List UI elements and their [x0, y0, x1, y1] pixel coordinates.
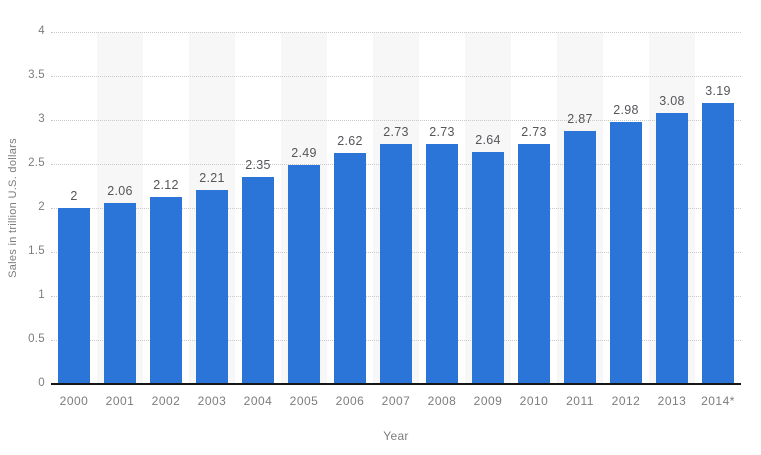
y-tick-label: 0.5 — [28, 333, 45, 345]
bar-value-label: 2.21 — [199, 170, 225, 185]
bar-value-label: 3.08 — [659, 93, 685, 108]
y-tick-label: 3.5 — [28, 69, 45, 81]
y-tick-label: 2 — [38, 201, 45, 213]
bar-value-label: 2.64 — [475, 132, 501, 147]
bar[interactable] — [380, 143, 412, 384]
y-tick-label: 4 — [38, 25, 45, 37]
x-tick-label: 2014* — [701, 394, 735, 408]
bar[interactable] — [104, 202, 136, 384]
bar[interactable] — [288, 164, 320, 384]
bar[interactable] — [656, 112, 688, 384]
y-tick-label: 0 — [38, 377, 45, 389]
y-tick-label: 1 — [38, 289, 45, 301]
bar-value-label: 2.73 — [429, 124, 455, 139]
bar[interactable] — [518, 143, 550, 384]
y-tick-label: 2.5 — [28, 157, 45, 169]
x-tick-label: 2010 — [519, 394, 549, 408]
bar-value-label: 2.98 — [613, 102, 639, 117]
bar[interactable] — [242, 177, 274, 384]
bar[interactable] — [196, 189, 228, 384]
x-tick-label: 2008 — [427, 394, 457, 408]
bar-value-label: 2.73 — [521, 124, 547, 139]
bar[interactable] — [610, 121, 642, 384]
bar-value-label: 2.62 — [337, 134, 363, 149]
x-tick-label: 2000 — [59, 394, 89, 408]
x-axis-line — [51, 383, 741, 385]
x-tick-label: 2002 — [151, 394, 181, 408]
bar[interactable] — [426, 143, 458, 384]
bar-value-label: 2.06 — [107, 183, 133, 198]
bar-value-label: 3.19 — [705, 84, 731, 99]
x-tick-label: 2007 — [381, 394, 411, 408]
x-tick-label: 2003 — [197, 394, 227, 408]
x-tick-label: 2009 — [473, 394, 503, 408]
x-tick-label: 2004 — [243, 394, 273, 408]
bar-value-label: 2.73 — [383, 124, 409, 139]
x-tick-label: 2013 — [657, 394, 687, 408]
x-tick-label: 2012 — [611, 394, 641, 408]
bar[interactable] — [472, 151, 504, 384]
x-tick-label: 2005 — [289, 394, 319, 408]
bar[interactable] — [564, 131, 596, 384]
bar-value-label: 2.49 — [291, 145, 317, 160]
bar-value-label: 2.12 — [153, 178, 179, 193]
bar[interactable] — [150, 197, 182, 384]
plot-area: 2 2.06 2.12 2.21 2.35 2.49 2.62 2.73 2.73 2.64 2.7… — [51, 32, 741, 384]
y-tick-label: 1.5 — [28, 245, 45, 257]
gridline — [51, 120, 741, 121]
gridline — [51, 32, 741, 33]
bar-value-label: 2 — [70, 189, 78, 203]
x-tick-label: 2006 — [335, 394, 365, 408]
x-tick-label: 2001 — [105, 394, 135, 408]
bar[interactable] — [334, 153, 366, 384]
bar[interactable] — [58, 208, 90, 384]
x-tick-label: 2011 — [566, 394, 594, 408]
bar-value-label: 2.87 — [567, 112, 593, 127]
bar-value-label: 2.35 — [245, 158, 271, 173]
bar[interactable] — [702, 103, 734, 384]
y-tick-label: 3 — [38, 113, 45, 125]
x-axis-title: Year — [383, 429, 409, 443]
gridline — [51, 76, 741, 77]
